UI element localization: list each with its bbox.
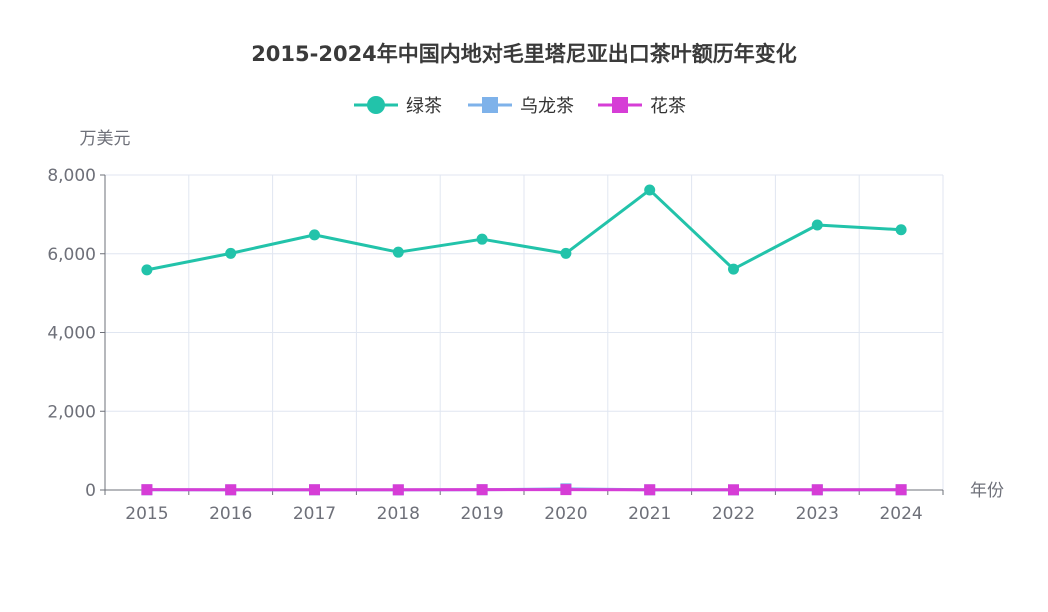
x-tick-label: 2022 <box>712 504 755 524</box>
data-point[interactable] <box>476 484 488 496</box>
x-tick-label: 2021 <box>628 504 671 524</box>
legend-item[interactable]: 乌龙茶 <box>468 96 574 117</box>
series-0 <box>141 184 907 276</box>
series-line <box>146 188 902 272</box>
legend-item[interactable]: 绿茶 <box>354 96 442 117</box>
data-point[interactable] <box>644 184 656 196</box>
data-point[interactable] <box>644 484 656 496</box>
y-tick-label: 8,000 <box>47 166 96 186</box>
data-point[interactable] <box>560 247 572 259</box>
legend-item[interactable]: 花茶 <box>598 96 686 117</box>
x-axis-name: 年份 <box>970 481 1004 501</box>
data-point[interactable] <box>141 264 153 276</box>
data-point[interactable] <box>560 484 572 496</box>
chart-title: 2015-2024年中国内地对毛里塔尼亚出口茶叶额历年变化 <box>251 42 797 66</box>
x-tick-label: 2015 <box>125 504 168 524</box>
data-point[interactable] <box>309 229 320 241</box>
data-point[interactable] <box>225 247 237 259</box>
x-tick-label: 2017 <box>293 504 336 524</box>
legend-label: 花茶 <box>650 96 686 117</box>
data-point[interactable] <box>392 246 404 258</box>
x-tick-label: 2020 <box>544 504 587 524</box>
data-point[interactable] <box>225 484 237 496</box>
x-tick-label: 2016 <box>209 504 252 524</box>
legend-marker <box>612 97 628 113</box>
data-point[interactable] <box>728 263 739 275</box>
x-tick-label: 2019 <box>460 504 503 524</box>
grid <box>105 174 944 490</box>
legend-label: 绿茶 <box>406 96 442 117</box>
y-axis-name: 万美元 <box>80 129 131 149</box>
legend-label: 乌龙茶 <box>520 96 574 117</box>
series <box>141 184 907 496</box>
y-tick-label: 0 <box>85 481 96 501</box>
x-tick-label: 2024 <box>879 504 922 524</box>
x-tick-label: 2018 <box>377 504 420 524</box>
data-point[interactable] <box>895 224 907 236</box>
x-tick-label: 2023 <box>796 504 839 524</box>
data-point[interactable] <box>728 484 739 496</box>
data-point[interactable] <box>811 484 823 496</box>
series-2 <box>141 484 907 496</box>
data-point[interactable] <box>811 219 823 231</box>
y-tick-label: 6,000 <box>47 245 96 265</box>
y-tick-label: 4,000 <box>47 324 96 344</box>
data-point[interactable] <box>895 484 907 496</box>
data-point[interactable] <box>392 484 404 496</box>
legend-marker <box>482 97 498 113</box>
data-point[interactable] <box>141 484 153 496</box>
data-point[interactable] <box>309 484 320 496</box>
axes: 0 2,000 4,000 6,000 8,000 2015 2016 2017 2018 201… <box>47 166 944 524</box>
y-tick-label: 2,000 <box>47 402 96 422</box>
legend[interactable]: 绿茶 乌龙茶 花茶 <box>354 96 686 117</box>
legend-marker <box>367 96 385 114</box>
data-point[interactable] <box>476 233 488 245</box>
